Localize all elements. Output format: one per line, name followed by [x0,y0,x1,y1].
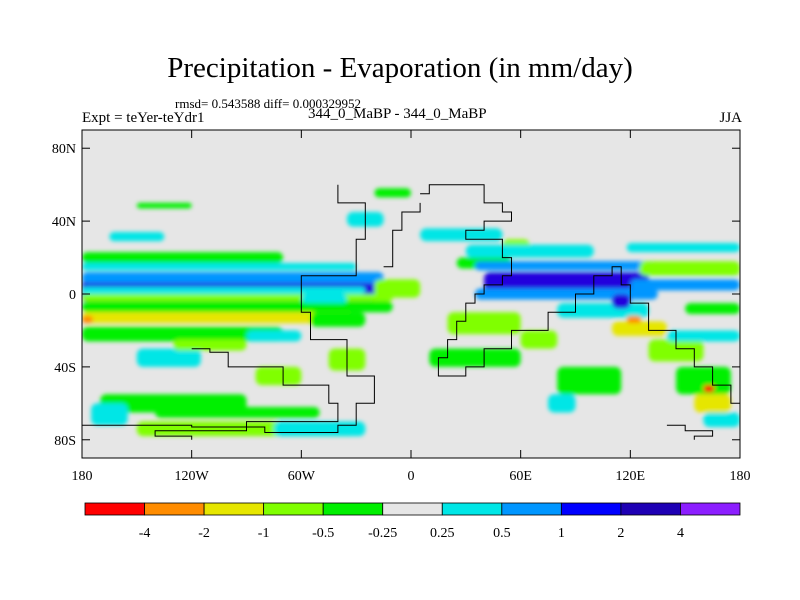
colorbar-swatch-3 [263,502,324,516]
contour-region-51 [666,330,740,342]
contour-region-37 [630,279,740,291]
y-axis: 80N 40N 0 40S 80S [52,142,740,449]
contour-region-47 [676,366,731,395]
x-tick-label-1: 120W [175,469,210,484]
y-tick-label-4: 80S [54,434,76,449]
contour-region-16 [91,403,128,426]
contour-region-42 [557,366,622,395]
x-tick-label-4: 60E [509,469,532,484]
colorbar-swatch-5 [382,502,443,516]
contour-region-34 [557,303,649,318]
page-title: Precipitation - Evaporation (in mm/day) [167,52,633,84]
contour-region-8 [82,315,93,324]
colorbar-swatch-1 [144,502,205,516]
contour-region-41 [520,330,558,349]
contour-region-13 [173,339,247,351]
x-tick-label-6: 180 [730,469,751,484]
contour-region-46 [648,339,704,362]
contour-region-9 [82,326,284,342]
subtitle-label: 344_0_MaBP - 344_0_MaBP [308,106,487,122]
contour-region-48 [694,394,731,413]
x-tick-label-0: 180 [72,469,93,484]
contour-region-21 [310,312,366,327]
contour-region-24 [374,279,421,298]
contour-region-19 [273,421,366,437]
contour-region-40 [429,348,521,367]
x-tick-label-5: 120E [616,469,646,484]
colorbar-label-9: 4 [677,526,684,541]
contour-region-7 [82,312,357,324]
contour-region-4 [82,252,284,264]
y-tick-label-0: 80N [52,142,76,157]
coastline-3 [666,424,714,440]
colorbar-swatch-10 [680,502,741,516]
stats-label: rmsd= 0.543588 diff= 0.000329952 [175,96,361,111]
contour-region-50 [703,412,740,428]
colorbar-swatch-7 [501,502,562,516]
colorbar: -4 -2 -1 -0.5 -0.25 0.25 0.5 1 2 4 [84,502,741,541]
contour-region-32 [474,288,658,300]
contour-region-1 [82,272,384,284]
contour-region-44 [612,321,667,336]
contour-region-38 [626,242,740,253]
contour-region-2 [82,263,357,271]
colorbar-label-1: -2 [198,526,210,541]
y-tick-label-1: 40N [52,215,76,230]
colorbar-label-4: -0.25 [368,526,397,541]
colorbar-label-6: 0.5 [493,526,511,541]
experiment-label: Expt = teYer-teYdr1 [82,110,205,126]
x-tick-label-2: 60W [288,469,316,484]
contour-region-43 [548,394,576,413]
colorbar-swatch-9 [620,502,681,516]
contour-region-26 [374,188,411,198]
contour-region-12 [136,348,201,367]
colorbar-label-5: 0.25 [430,526,455,541]
season-label: JJA [719,110,742,126]
colorbar-swatch-4 [322,502,384,516]
colorbar-swatch-0 [84,502,145,516]
contour-region-3 [82,286,366,294]
colorbar-swatch-8 [560,502,622,516]
colorbar-label-8: 2 [617,526,624,541]
coastline-4 [383,202,421,268]
contour-region-14 [246,330,302,342]
colorbar-label-3: -0.5 [312,526,334,541]
contour-region-18 [155,406,320,418]
contour-region-27 [420,228,503,242]
coastline-1 [82,184,375,433]
x-tick-label-3: 0 [408,469,415,484]
coastlines [82,184,740,440]
contour-region-52 [685,303,740,315]
contour-region-10 [109,232,165,242]
contour-region-49 [703,385,715,393]
colorbar-swatch-6 [441,502,503,516]
contour-region-36 [639,261,740,276]
colorbar-swatch-2 [203,502,265,516]
coastline-0 [154,348,339,440]
x-axis: 180 120W 60W 0 60E 120E 180 [72,130,751,484]
y-tick-label-3: 40S [54,361,76,376]
contour-region-45 [626,315,642,324]
contour-region-22 [301,294,348,304]
contour-region-35 [612,294,631,309]
colorbar-label-2: -1 [258,526,270,541]
contour-region-6 [82,301,393,313]
colorbar-label-0: -4 [139,526,151,541]
contour-region-31 [474,261,658,271]
coastline-2 [420,184,740,422]
contour-region-20 [255,366,302,386]
contour-region-39 [447,312,521,335]
y-tick-label-2: 0 [69,288,76,303]
colorbar-label-7: 1 [558,526,565,541]
contour-region-33 [465,244,594,258]
contour-region-11 [136,202,192,209]
